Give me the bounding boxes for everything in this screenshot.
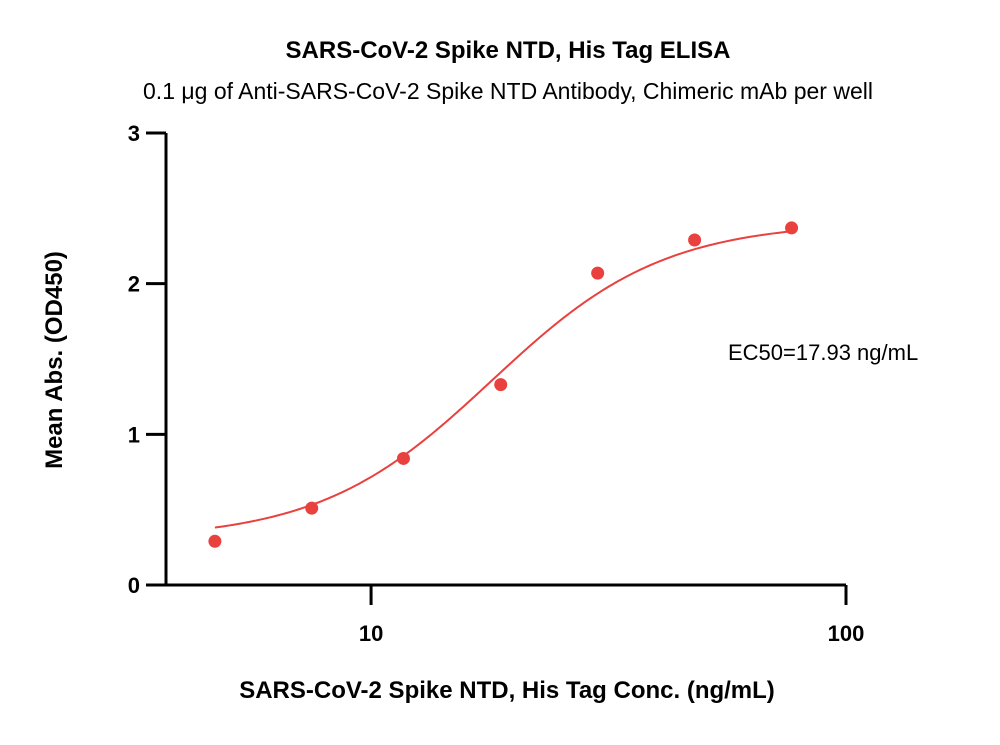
data-points-layer bbox=[208, 221, 799, 548]
y-tick-label: 0 bbox=[128, 573, 140, 598]
ec50-annotation: EC50=17.93 ng/mL bbox=[728, 340, 918, 365]
data-point bbox=[305, 501, 319, 515]
chart-title: SARS-CoV-2 Spike NTD, His Tag ELISA bbox=[286, 37, 731, 64]
data-point bbox=[688, 233, 702, 247]
data-point bbox=[208, 534, 222, 548]
chart-subtitle: 0.1 μg of Anti-SARS-CoV-2 Spike NTD Anti… bbox=[143, 78, 873, 104]
data-point bbox=[494, 378, 508, 392]
y-tick-label: 2 bbox=[128, 272, 140, 297]
axes: 0 1 2 3 10 100 bbox=[128, 121, 865, 646]
x-tick-label: 100 bbox=[828, 621, 865, 646]
x-tick-label: 10 bbox=[359, 621, 383, 646]
y-axis-label: Mean Abs. (OD450) bbox=[41, 251, 68, 469]
data-point bbox=[591, 266, 605, 280]
x-axis-label: SARS-CoV-2 Spike NTD, His Tag Conc. (ng/… bbox=[239, 677, 775, 704]
y-tick-label: 1 bbox=[128, 422, 140, 447]
data-point bbox=[785, 221, 799, 235]
data-point bbox=[396, 451, 410, 465]
y-tick-label: 3 bbox=[128, 121, 140, 146]
